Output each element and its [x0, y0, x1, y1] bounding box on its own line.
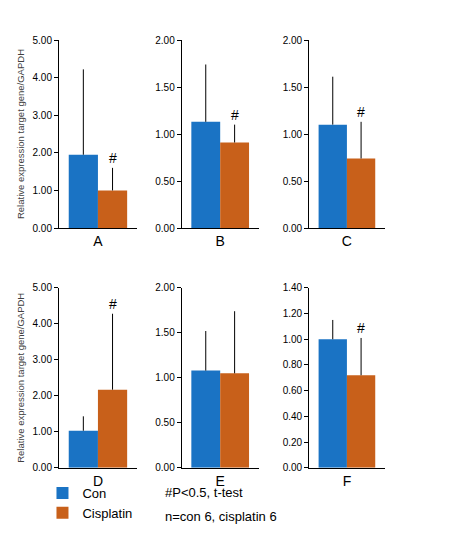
svg-text:0.20: 0.20	[283, 437, 303, 448]
svg-text:1.00: 1.00	[155, 129, 175, 140]
svg-text:1.50: 1.50	[155, 82, 175, 93]
svg-text:0.50: 0.50	[283, 176, 303, 187]
svg-text:#P<0.5, t-test: #P<0.5, t-test	[165, 485, 243, 500]
svg-text:#: #	[109, 296, 117, 312]
svg-text:1.50: 1.50	[155, 327, 175, 338]
svg-text:4.00: 4.00	[33, 318, 53, 329]
svg-text:C: C	[342, 233, 352, 249]
svg-text:0.60: 0.60	[283, 385, 303, 396]
svg-text:1.00: 1.00	[283, 334, 303, 345]
svg-text:0.00: 0.00	[155, 462, 175, 473]
svg-text:4.00: 4.00	[33, 72, 53, 83]
svg-text:1.20: 1.20	[283, 308, 303, 319]
svg-text:2.00: 2.00	[155, 35, 175, 46]
svg-text:n=con 6, cisplatin 6: n=con 6, cisplatin 6	[165, 509, 277, 524]
svg-text:0.50: 0.50	[155, 417, 175, 428]
svg-text:0.00: 0.00	[283, 223, 303, 234]
svg-text:B: B	[216, 233, 225, 249]
svg-text:#: #	[231, 107, 239, 123]
svg-text:#: #	[109, 150, 117, 166]
svg-text:0.00: 0.00	[33, 223, 53, 234]
svg-text:E: E	[216, 473, 225, 489]
svg-text:2.00: 2.00	[155, 282, 175, 293]
svg-text:0.50: 0.50	[155, 176, 175, 187]
svg-text:0.00: 0.00	[33, 462, 53, 473]
svg-text:0.00: 0.00	[283, 462, 303, 473]
svg-text:1.00: 1.00	[283, 129, 303, 140]
svg-text:Con: Con	[82, 486, 106, 501]
svg-text:1.00: 1.00	[155, 372, 175, 383]
svg-text:3.00: 3.00	[33, 110, 53, 121]
svg-text:1.40: 1.40	[283, 282, 303, 293]
svg-text:Cisplatin: Cisplatin	[82, 506, 132, 521]
svg-text:1.00: 1.00	[33, 426, 53, 437]
svg-text:2.00: 2.00	[33, 147, 53, 158]
svg-text:Relative expression target gen: Relative expression target gene/GAPDH	[15, 49, 26, 219]
svg-text:Relative expression target gen: Relative expression target gene/GAPDH	[15, 293, 26, 463]
svg-text:D: D	[92, 472, 103, 489]
svg-text:2.00: 2.00	[283, 35, 303, 46]
svg-text:0.00: 0.00	[155, 223, 175, 234]
svg-text:0.40: 0.40	[283, 411, 303, 422]
svg-text:F: F	[343, 473, 352, 489]
svg-text:5.00: 5.00	[33, 35, 53, 46]
svg-text:0.80: 0.80	[283, 359, 303, 370]
svg-text:3.00: 3.00	[33, 354, 53, 365]
svg-text:1.00: 1.00	[33, 185, 53, 196]
svg-text:5.00: 5.00	[33, 282, 53, 293]
svg-text:2.00: 2.00	[33, 390, 53, 401]
svg-text:#: #	[357, 104, 365, 120]
svg-text:#: #	[357, 320, 365, 336]
svg-text:1.50: 1.50	[283, 82, 303, 93]
svg-text:A: A	[93, 233, 103, 249]
